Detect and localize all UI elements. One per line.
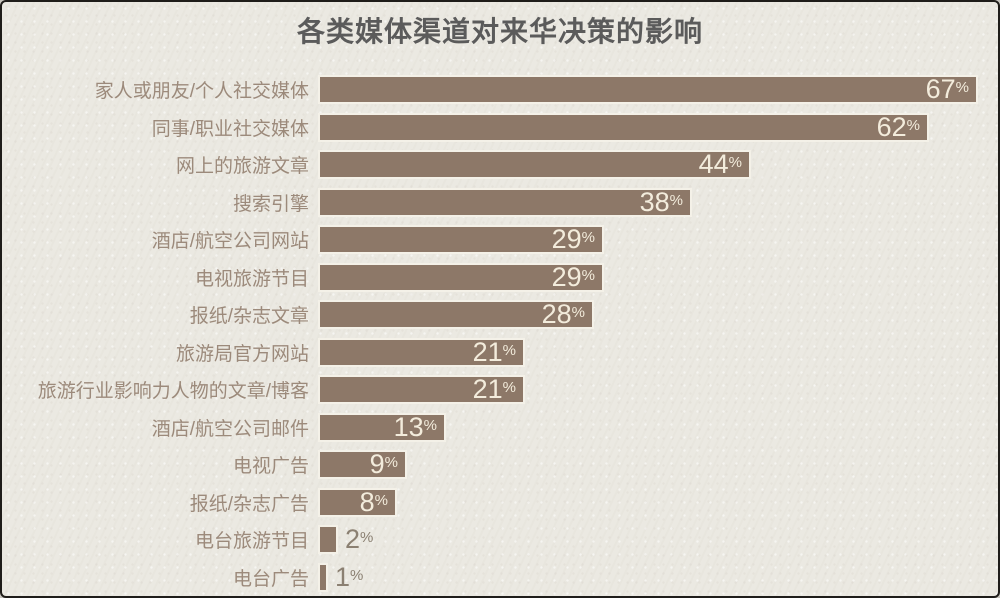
chart-row: 酒店/航空公司网站 29% (2, 221, 998, 259)
chart-row: 家人或朋友/个人社交媒体 67% (2, 71, 998, 109)
value-label: 29% (551, 261, 595, 292)
bar: 28% (318, 299, 594, 330)
bar-track: 62% (318, 111, 998, 142)
percent-sign: % (581, 229, 595, 247)
bar: 21% (318, 336, 525, 367)
percent-sign: % (374, 491, 388, 509)
bar: 9% (318, 449, 407, 480)
bar: 8% (318, 486, 397, 517)
bar-track: 9% (318, 449, 998, 480)
percent-sign: % (423, 416, 437, 434)
percent-sign: % (669, 191, 683, 209)
percent-sign: % (384, 454, 398, 472)
value-label: 28% (541, 299, 585, 330)
chart-row: 同事/职业社交媒体 62% (2, 109, 998, 147)
bar-chart: 家人或朋友/个人社交媒体 67% 同事/职业社交媒体 62% 网上的旅游文章 44% 搜索引… (2, 71, 998, 596)
percent-sign: % (350, 566, 364, 584)
bar-track: 29% (318, 261, 998, 292)
chart-row: 报纸/杂志广告 8% (2, 484, 998, 522)
bar: 29% (318, 224, 604, 255)
category-label: 电台广告 (232, 568, 309, 590)
bar-track: 67% (318, 74, 998, 105)
chart-row: 旅游行业影响力人物的文章/博客 21% (2, 371, 998, 409)
chart-row: 电台旅游节目 2% (2, 521, 998, 559)
percent-sign: % (728, 154, 742, 172)
value-label: 44% (698, 149, 742, 180)
chart-row: 网上的旅游文章 44% (2, 146, 998, 184)
percent-sign: % (906, 116, 920, 134)
value-label: 1% (335, 561, 364, 592)
category-label: 电台旅游节目 (194, 531, 309, 553)
category-label: 电视广告 (232, 456, 309, 478)
chart-title: 各类媒体渠道对来华决策的影响 (296, 16, 703, 47)
bar: 29% (318, 261, 604, 292)
value-label: 29% (551, 224, 595, 255)
category-label: 酒店/航空公司邮件 (151, 418, 309, 440)
category-label: 同事/职业社交媒体 (151, 118, 309, 140)
bar (318, 562, 328, 592)
category-label: 酒店/航空公司网站 (151, 231, 309, 253)
category-label: 网上的旅游文章 (175, 156, 309, 178)
percent-sign: % (502, 379, 516, 397)
chart-row: 酒店/航空公司邮件 13% (2, 409, 998, 447)
chart-row: 电视广告 9% (2, 446, 998, 484)
value-label: 21% (472, 374, 516, 405)
bar-track: 38% (318, 186, 998, 217)
percent-sign: % (581, 266, 595, 284)
category-label: 家人或朋友/个人社交媒体 (94, 81, 309, 103)
category-label: 电视旅游节目 (194, 268, 309, 290)
bar-track: 21% (318, 336, 998, 367)
bar-track: 28% (318, 299, 998, 330)
value-label: 9% (369, 449, 398, 480)
bar-track: 44% (318, 149, 998, 180)
percent-sign: % (502, 341, 516, 359)
category-label: 搜索引擎 (232, 193, 309, 215)
bar: 13% (318, 411, 446, 442)
percent-sign: % (955, 79, 969, 97)
bar-track: 2% (318, 524, 998, 555)
bar-track: 13% (318, 411, 998, 442)
chart-row: 报纸/杂志文章 28% (2, 296, 998, 334)
value-label: 13% (393, 411, 437, 442)
category-label: 报纸/杂志文章 (189, 306, 309, 328)
category-label: 报纸/杂志广告 (189, 493, 309, 515)
category-label: 旅游行业影响力人物的文章/博客 (37, 381, 309, 403)
value-label: 67% (925, 74, 969, 105)
value-label: 21% (472, 336, 516, 367)
bar: 38% (318, 186, 692, 217)
bar: 62% (318, 111, 929, 142)
category-label: 旅游局官方网站 (175, 343, 309, 365)
value-label: 8% (359, 486, 388, 517)
bar-track: 8% (318, 486, 998, 517)
bar: 21% (318, 374, 525, 405)
value-label: 2% (345, 524, 374, 555)
bar-track: 1% (318, 561, 998, 592)
percent-sign: % (571, 304, 585, 322)
chart-row: 旅游局官方网站 21% (2, 334, 998, 372)
chart-row: 搜索引擎 38% (2, 184, 998, 222)
value-label: 62% (876, 111, 920, 142)
percent-sign: % (360, 529, 374, 547)
bar-track: 29% (318, 224, 998, 255)
bar (318, 525, 338, 555)
chart-row: 电视旅游节目 29% (2, 259, 998, 297)
bar: 67% (318, 74, 978, 105)
value-label: 38% (639, 186, 683, 217)
chart-row: 电台广告 1% (2, 559, 998, 597)
bar: 44% (318, 149, 751, 180)
bar-track: 21% (318, 374, 998, 405)
